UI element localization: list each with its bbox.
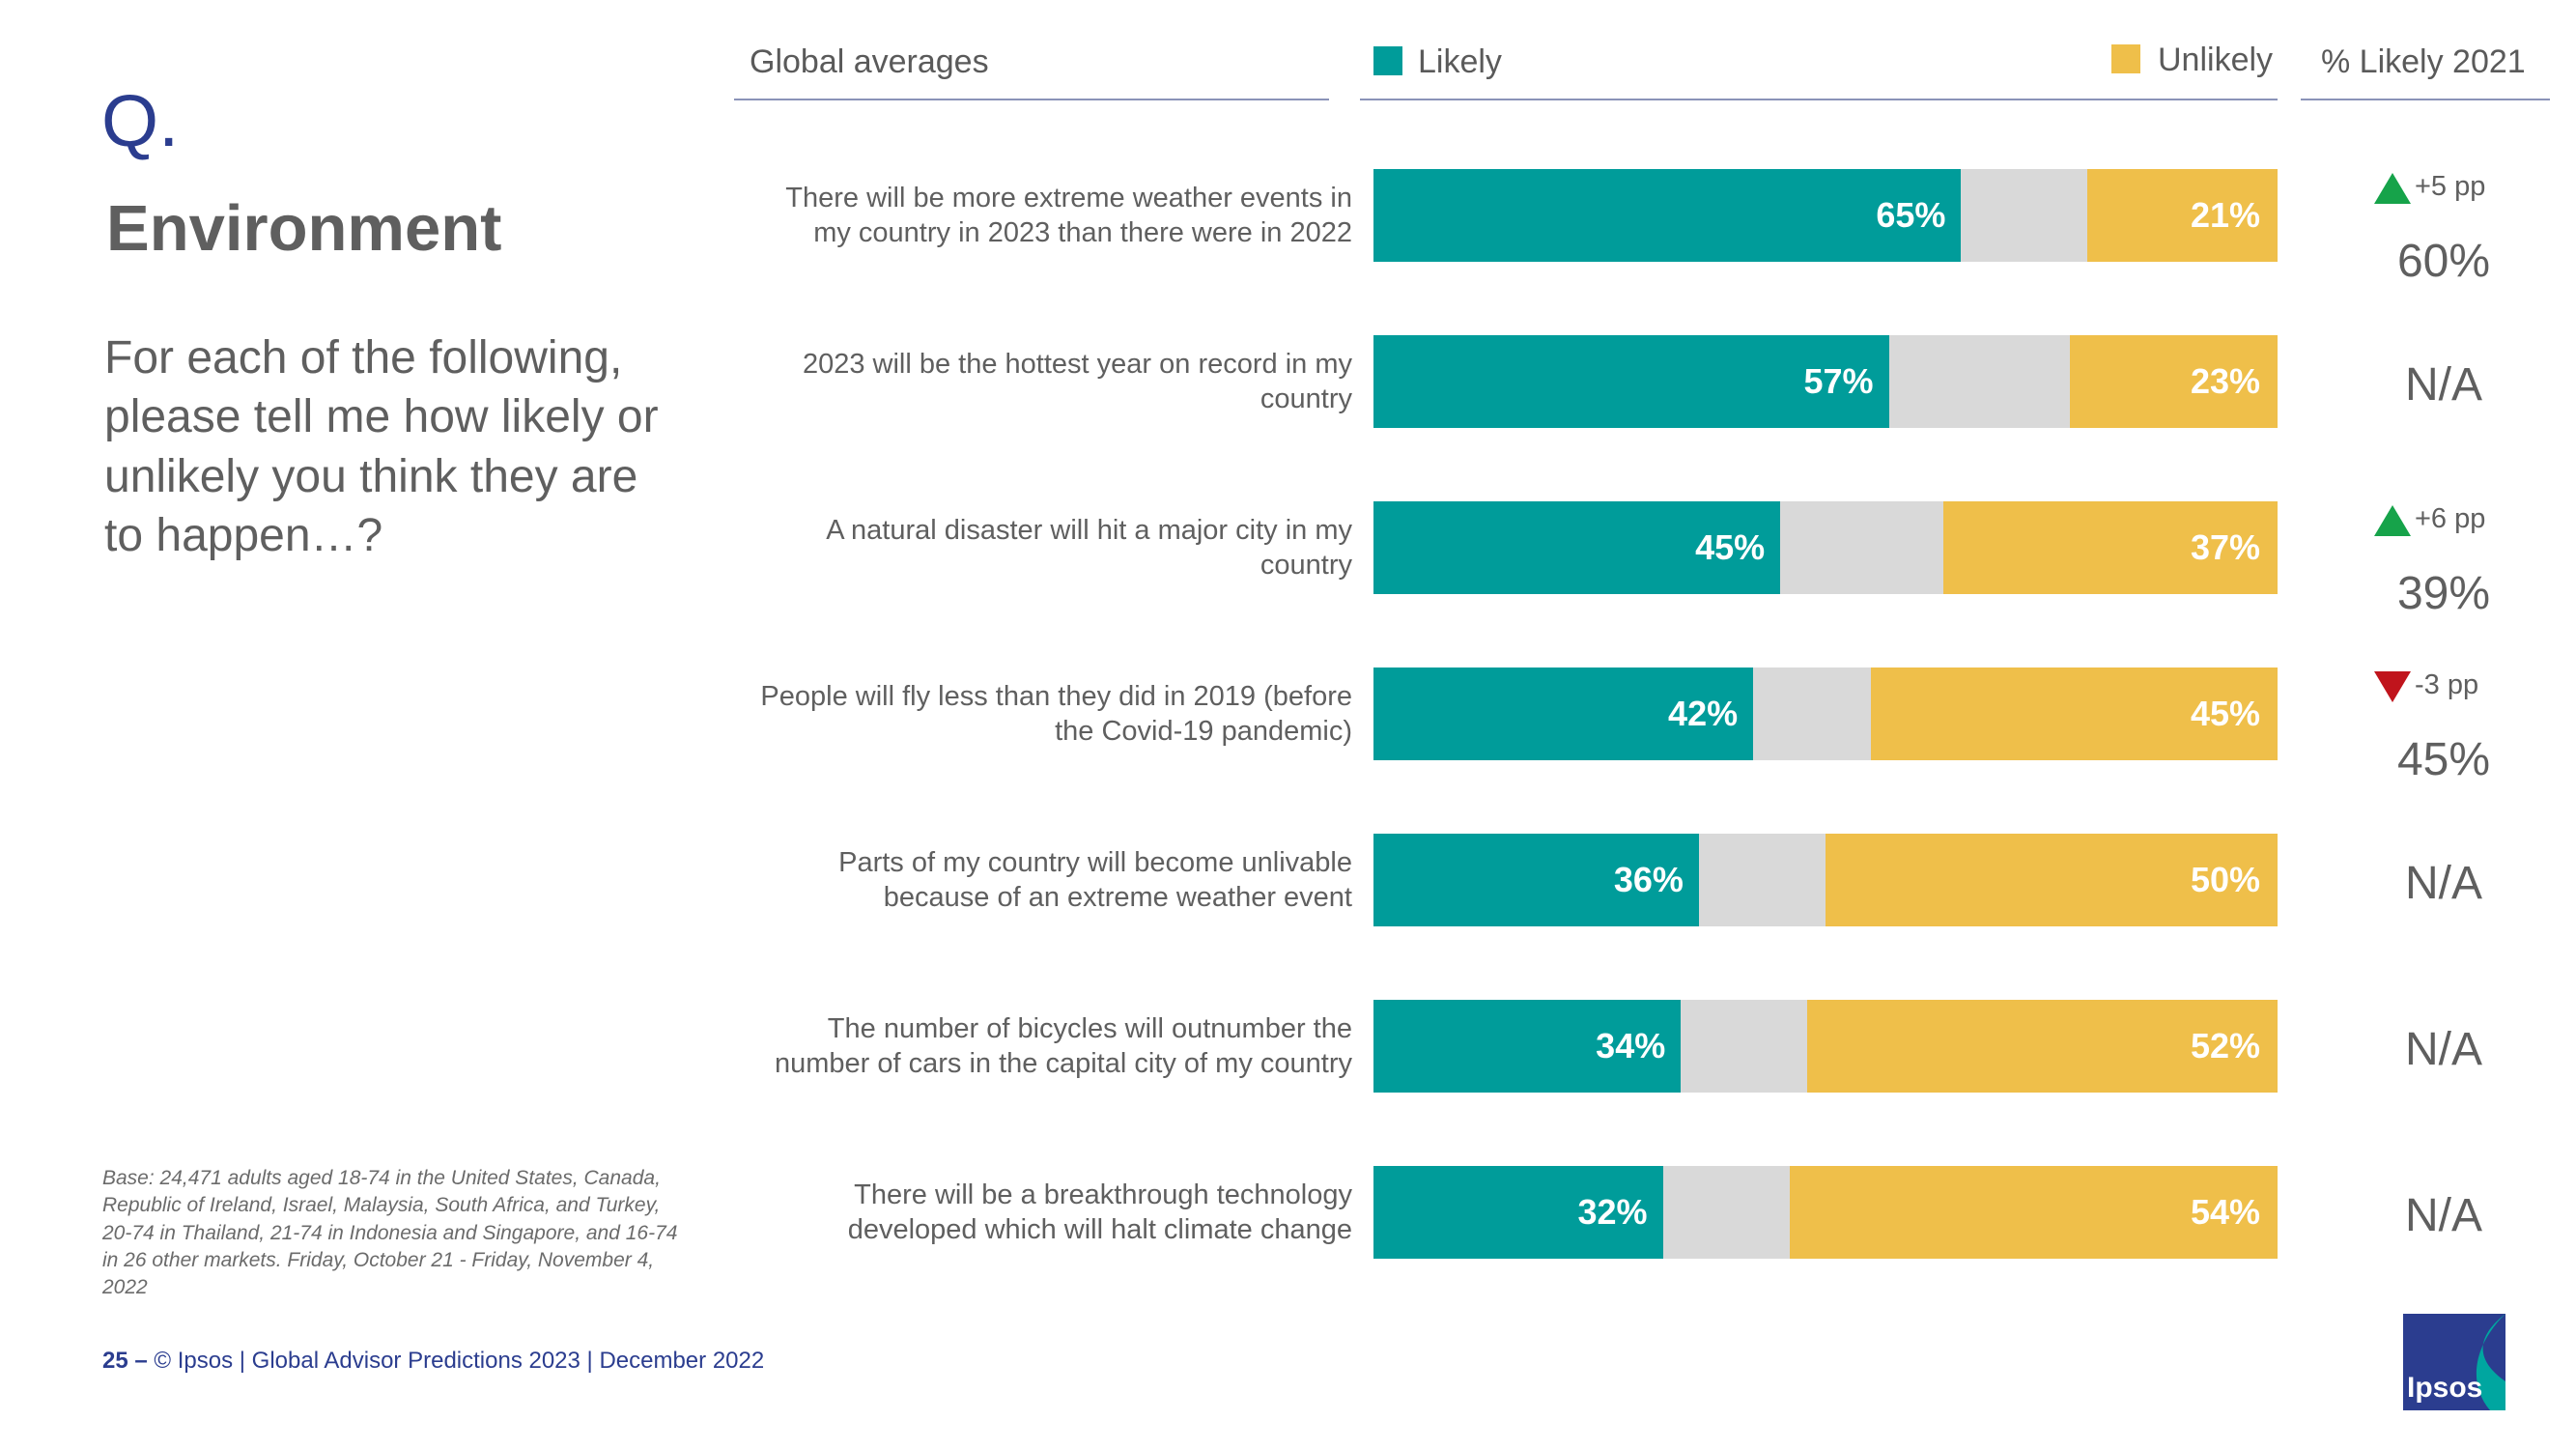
bar-unlikely-label: 52%: [2190, 1026, 2260, 1065]
header-divider-2021: [2301, 99, 2550, 100]
bar-neutral: [1753, 668, 1871, 760]
bar-neutral: [1662, 1166, 1790, 1259]
bar-likely: [1373, 501, 1781, 594]
change-down-icon: [2374, 671, 2411, 702]
bar-unlikely-label: 50%: [2190, 860, 2260, 899]
bar-unlikely: [1870, 668, 2278, 760]
legend-likely-label: Likely: [1418, 43, 1502, 80]
bar-neutral: [1681, 1000, 1808, 1093]
bar-likely-label: 36%: [1613, 860, 1684, 899]
bar-likely: [1373, 169, 1962, 262]
footer-text: © Ipsos | Global Advisor Predictions 202…: [154, 1348, 765, 1374]
change-label: -3 pp: [2415, 669, 2479, 700]
bar-likely: [1373, 1000, 1682, 1093]
bar-neutral: [1780, 501, 1943, 594]
bar-unlikely: [2087, 169, 2278, 262]
bar-likely: [1373, 1166, 1663, 1259]
bar-neutral: [1961, 169, 2088, 262]
bar-likely-label: 32%: [1577, 1192, 1648, 1232]
bar-likely-label: 42%: [1668, 694, 1739, 733]
ipsos-logo: Ipsos: [2403, 1314, 2505, 1410]
footer: 25 – © Ipsos | Global Advisor Prediction…: [102, 1348, 764, 1375]
legend-likely-swatch: [1373, 46, 1402, 75]
change-up-icon: [2374, 505, 2411, 536]
row-label: 2023 will be the hottest year on record …: [802, 348, 1352, 414]
bar-unlikely: [1942, 501, 2278, 594]
bar-unlikely: [2069, 335, 2278, 428]
change-up-icon: [2374, 173, 2411, 204]
bar-unlikely: [1826, 834, 2278, 926]
question-text: For each of the following, please tell m…: [104, 332, 659, 562]
bar-neutral: [1698, 834, 1826, 926]
page-number: 25 –: [102, 1348, 148, 1374]
likely-2021-value: 45%: [2396, 734, 2491, 785]
bar-unlikely-label: 21%: [2190, 195, 2260, 235]
bar-likely: [1373, 668, 1754, 760]
row-label: There will be more extreme weather event…: [785, 182, 1352, 248]
bar-unlikely-label: 37%: [2190, 527, 2260, 567]
logo-swoosh-icon: [2476, 1314, 2505, 1410]
bar-unlikely: [1807, 1000, 2278, 1093]
base-note: Base: 24,471 adults aged 18-74 in the Un…: [102, 1167, 678, 1299]
bar-unlikely-label: 23%: [2190, 361, 2260, 401]
question-marker: Q.: [101, 80, 180, 162]
change-label: +6 pp: [2415, 503, 2486, 534]
header-divider-labels: [734, 99, 1329, 100]
bar-likely-label: 45%: [1695, 527, 1766, 567]
bar-likely: [1373, 834, 1699, 926]
page-title: Environment: [106, 192, 502, 265]
likely-2021-value: N/A: [2404, 1024, 2482, 1075]
bar-unlikely-label: 45%: [2190, 694, 2260, 733]
row-label: The number of bicycles will outnumber th…: [775, 1012, 1352, 1079]
likely-2021-value: 39%: [2396, 568, 2491, 619]
bar-likely-label: 57%: [1803, 361, 1874, 401]
bar-likely: [1373, 335, 1889, 428]
likely-2021-value: 60%: [2396, 236, 2491, 287]
logo-text: Ipsos: [2407, 1372, 2483, 1404]
bar-unlikely: [1789, 1166, 2278, 1259]
legend-unlikely-label: Unlikely: [2158, 42, 2274, 78]
bar-neutral: [1888, 335, 2070, 428]
header-divider-bars: [1360, 99, 2278, 100]
bar-likely-label: 34%: [1596, 1026, 1666, 1065]
row-label: A natural disaster will hit a major city…: [826, 514, 1352, 581]
likely-2021-value: N/A: [2404, 359, 2482, 411]
likely-2021-value: N/A: [2404, 858, 2482, 909]
header-likely-2021: % Likely 2021: [2321, 43, 2526, 80]
header-global-averages: Global averages: [750, 43, 989, 80]
row-label: There will be a breakthrough technology …: [847, 1179, 1352, 1245]
change-label: +5 pp: [2415, 171, 2486, 202]
likely-2021-value: N/A: [2404, 1190, 2482, 1241]
row-label: People will fly less than they did in 20…: [760, 680, 1352, 747]
legend-unlikely-swatch: [2111, 44, 2140, 73]
bar-unlikely-label: 54%: [2190, 1192, 2260, 1232]
bar-likely-label: 65%: [1876, 195, 1946, 235]
row-label: Parts of my country will become unlivabl…: [838, 846, 1352, 913]
